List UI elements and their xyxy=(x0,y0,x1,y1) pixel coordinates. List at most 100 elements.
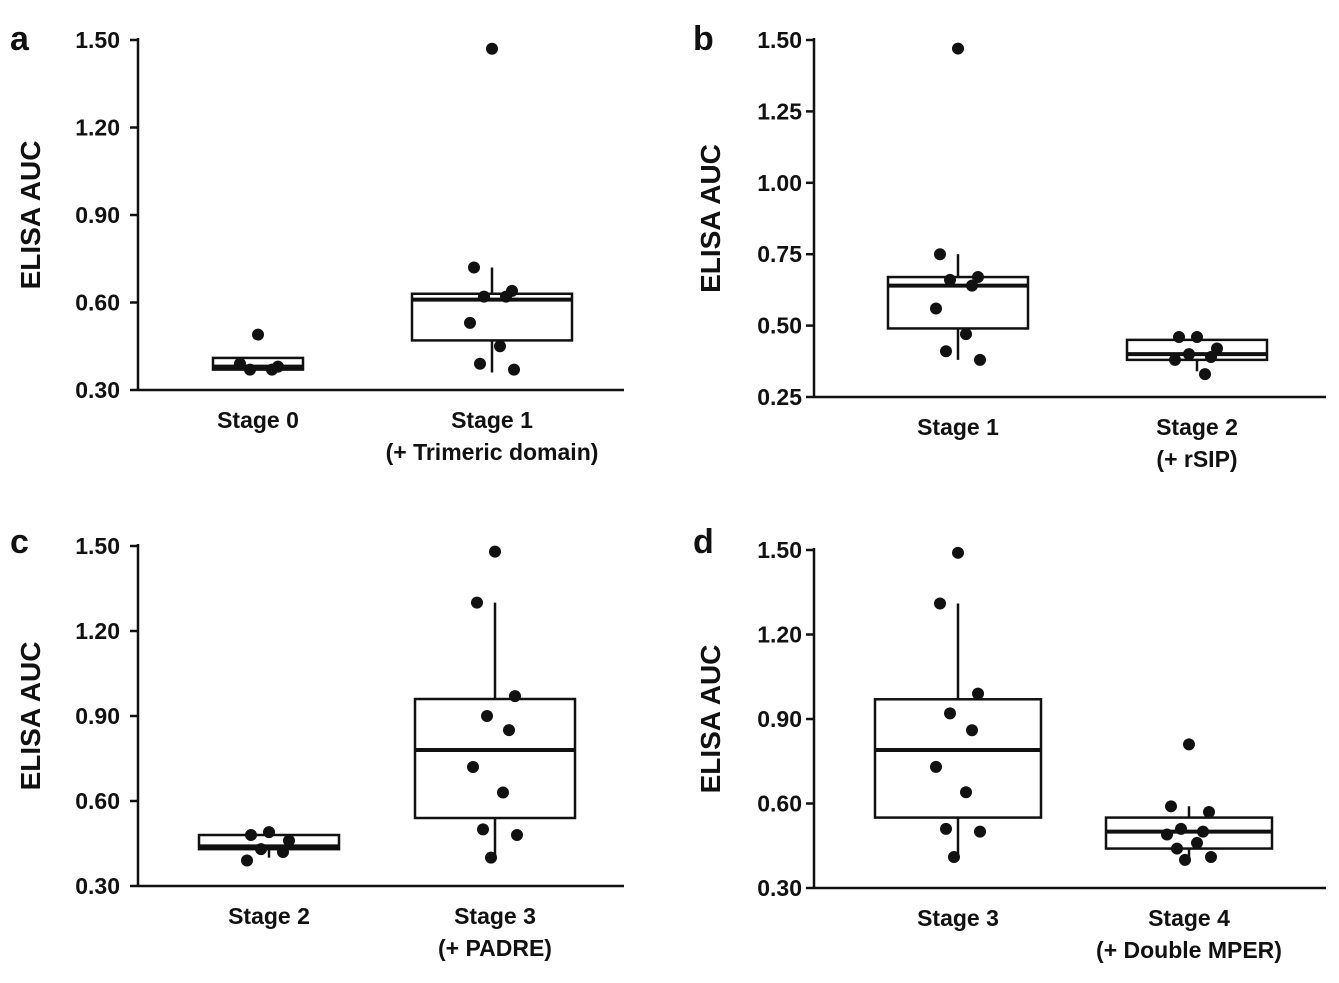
x-category-label: Stage 2 xyxy=(228,903,310,929)
y-tick-label: 0.50 xyxy=(757,313,802,339)
box xyxy=(873,698,1043,819)
y-axis-label: ELISA AUC xyxy=(15,141,46,290)
x-category-label: (+ PADRE) xyxy=(438,935,552,961)
data-point xyxy=(974,353,986,366)
y-tick-label: 1.25 xyxy=(757,98,802,124)
data-point xyxy=(471,596,483,609)
panel-label: c xyxy=(10,523,29,561)
y-tick-label: 1.20 xyxy=(757,622,802,648)
y-tick-label: 1.20 xyxy=(75,115,120,141)
data-point xyxy=(244,363,256,376)
y-tick-label: 0.75 xyxy=(757,241,802,267)
y-tick-label: 0.60 xyxy=(75,788,120,814)
x-category-label: Stage 1 xyxy=(451,407,533,433)
data-point xyxy=(1197,825,1209,838)
data-point xyxy=(277,846,289,858)
y-tick-label: 0.90 xyxy=(75,703,120,729)
data-point xyxy=(1205,351,1217,364)
y-tick-label: 0.30 xyxy=(75,873,120,899)
data-point xyxy=(497,786,509,799)
data-point xyxy=(960,328,972,341)
data-point xyxy=(940,822,952,835)
y-tick-label: 0.90 xyxy=(75,202,120,228)
data-point xyxy=(940,345,952,358)
data-point xyxy=(511,829,523,841)
data-point xyxy=(930,302,942,315)
data-point xyxy=(1161,828,1173,841)
data-point xyxy=(500,290,512,303)
y-tick-label: 0.60 xyxy=(757,791,802,817)
data-point xyxy=(1171,842,1183,855)
y-tick-label: 0.30 xyxy=(75,377,120,403)
data-point xyxy=(1199,368,1211,381)
x-category-label: Stage 0 xyxy=(217,407,299,433)
x-category-label: Stage 3 xyxy=(454,903,536,929)
data-point xyxy=(464,316,476,329)
data-point xyxy=(974,825,986,838)
data-point xyxy=(1175,822,1187,835)
data-point xyxy=(283,834,295,847)
y-tick-label: 0.30 xyxy=(757,875,802,901)
y-tick-label: 0.60 xyxy=(75,290,120,316)
data-point xyxy=(960,786,972,799)
data-point xyxy=(508,363,520,376)
data-point xyxy=(1183,738,1195,751)
data-point xyxy=(503,724,515,737)
data-point xyxy=(1205,851,1217,864)
data-point xyxy=(1173,331,1185,344)
data-point xyxy=(948,851,960,864)
data-point xyxy=(944,273,956,286)
data-point xyxy=(245,829,257,841)
panel-b: b 0.25 0.50 0.75 1.00 1.25 1.50 ELISA AUC Stage … xyxy=(693,20,1326,472)
data-point xyxy=(467,761,479,773)
x-category-label: (+ Double MPER) xyxy=(1096,937,1282,963)
data-point xyxy=(966,279,978,292)
data-point xyxy=(1191,836,1203,849)
box xyxy=(211,356,305,371)
data-point xyxy=(1203,805,1215,818)
y-tick-label: 0.90 xyxy=(757,706,802,732)
box xyxy=(413,697,577,820)
data-point xyxy=(494,340,506,353)
data-point xyxy=(509,690,521,703)
x-category-label: (+ Trimeric domain) xyxy=(386,439,599,465)
y-axis-label: ELISA AUC xyxy=(695,144,726,293)
data-point xyxy=(266,363,278,376)
data-point xyxy=(1191,331,1203,344)
x-category-label: Stage 1 xyxy=(917,414,999,440)
data-point xyxy=(234,357,246,370)
data-point xyxy=(952,42,964,55)
data-point xyxy=(1179,853,1191,866)
data-point xyxy=(952,546,964,559)
data-point xyxy=(934,248,946,261)
y-tick-label: 1.20 xyxy=(75,618,120,644)
panel-a: a 0.30 0.60 0.90 1.20 1.50 ELISA AUC Stage 0 Sta… xyxy=(10,20,624,465)
panel-d: d 0.30 0.60 0.90 1.20 1.50 ELISA AUC Stage 3 Sta… xyxy=(693,523,1326,963)
data-point xyxy=(478,290,490,303)
data-point xyxy=(934,597,946,610)
data-point xyxy=(972,687,984,700)
y-tick-label: 0.25 xyxy=(757,384,802,410)
data-point xyxy=(489,545,501,558)
y-tick-label: 1.50 xyxy=(757,537,802,563)
data-point xyxy=(930,760,942,773)
x-category-label: (+ rSIP) xyxy=(1156,446,1237,472)
y-tick-label: 1.00 xyxy=(757,170,802,196)
data-point xyxy=(966,724,978,737)
y-tick-label: 1.50 xyxy=(75,27,120,53)
panel-label: b xyxy=(693,20,714,58)
data-point xyxy=(477,823,489,836)
data-point xyxy=(944,707,956,720)
x-category-label: Stage 4 xyxy=(1148,905,1230,931)
data-point xyxy=(1169,353,1181,366)
data-point xyxy=(252,328,264,341)
y-axis-label: ELISA AUC xyxy=(695,645,726,794)
y-axis-label: ELISA AUC xyxy=(15,642,46,791)
panel-label: a xyxy=(10,20,30,58)
data-point xyxy=(468,261,480,274)
x-category-label: Stage 2 xyxy=(1156,414,1238,440)
data-point xyxy=(485,851,497,864)
data-point xyxy=(1211,342,1223,355)
panel-c: c 0.30 0.60 0.90 1.20 1.50 ELISA AUC Stage 2 Sta… xyxy=(10,523,624,961)
